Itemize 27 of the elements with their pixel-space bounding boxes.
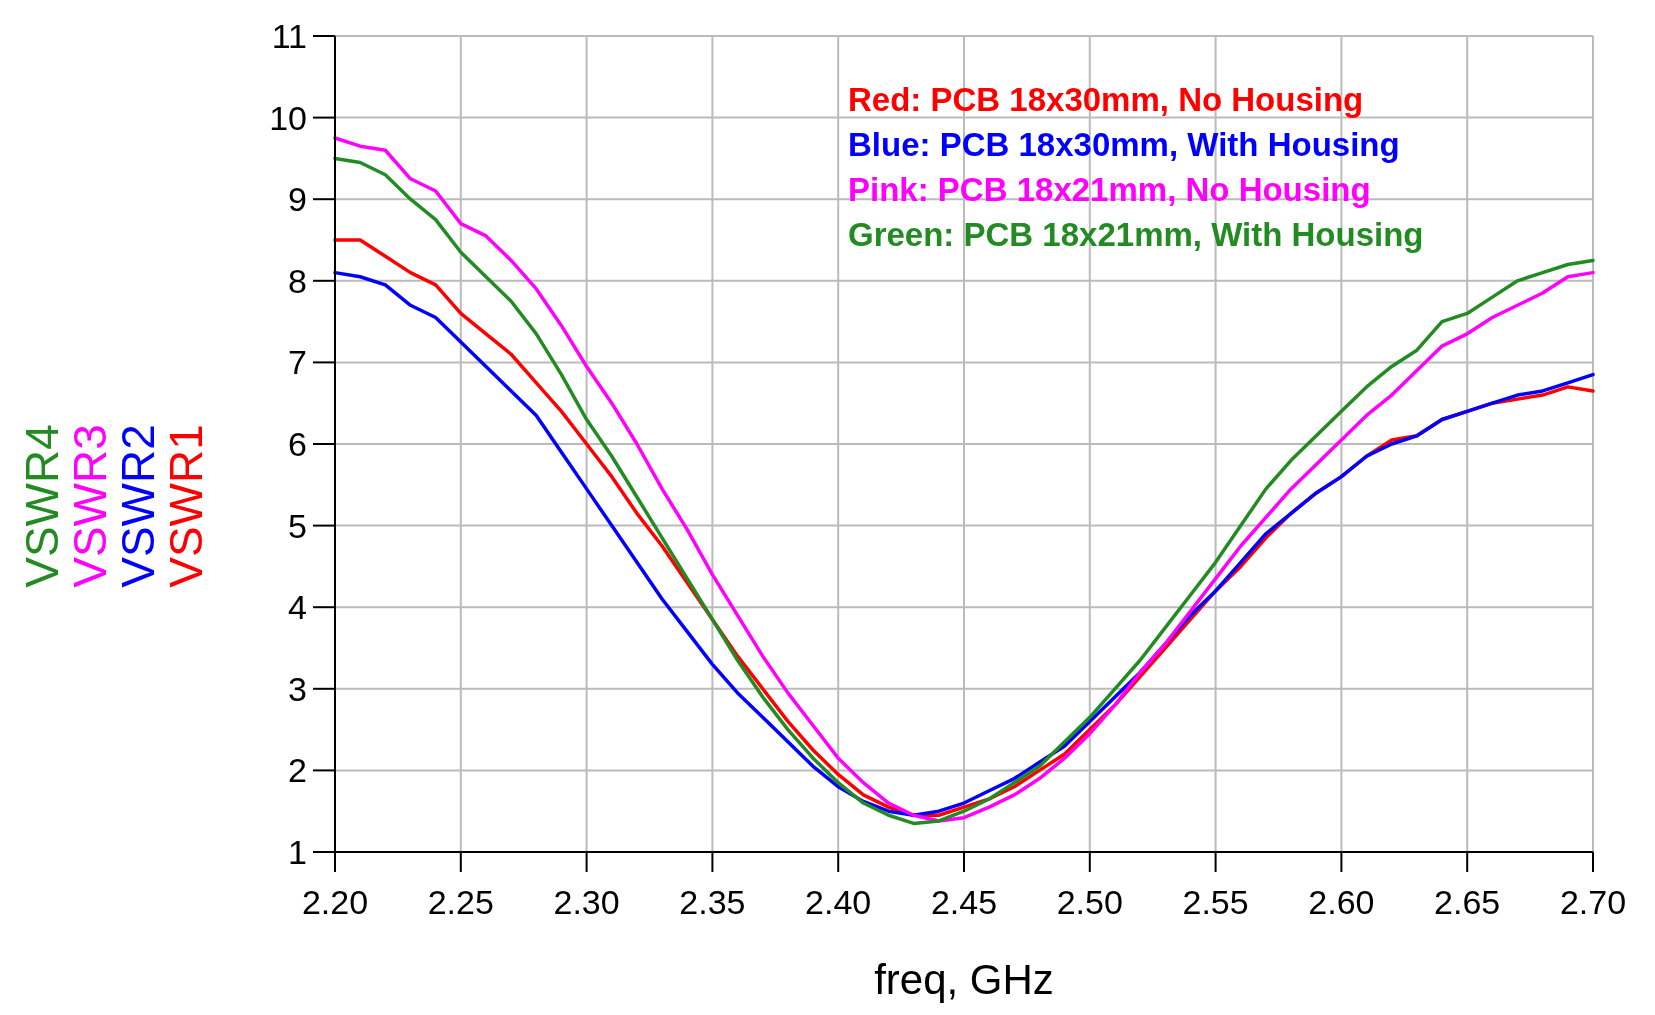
x-axis-title: freq, GHz xyxy=(874,956,1054,1003)
y-tick-label: 8 xyxy=(288,261,307,300)
y-tick-label: 11 xyxy=(271,16,307,55)
y-tick-label: 3 xyxy=(288,669,307,708)
x-tick-label: 2.35 xyxy=(679,883,746,921)
y-tick-label: 10 xyxy=(269,98,307,137)
x-tick-label: 2.65 xyxy=(1434,883,1501,921)
x-tick-label: 2.70 xyxy=(1559,883,1627,921)
x-tick-label: 2.55 xyxy=(1182,883,1249,921)
y-tick-label: 4 xyxy=(288,588,307,627)
x-tick-label: 2.60 xyxy=(1308,883,1375,921)
x-tick-label: 2.30 xyxy=(553,883,620,921)
y-tick-label: 1 xyxy=(288,832,307,871)
y-tick-label: 6 xyxy=(288,424,307,463)
annotation: Pink: PCB 18x21mm, No Housing xyxy=(848,171,1371,208)
x-tick-label: 2.20 xyxy=(301,883,369,921)
x-tick-label: 2.45 xyxy=(930,883,998,921)
annotation: Blue: PCB 18x30mm, With Housing xyxy=(848,126,1400,163)
y-tick-label: 7 xyxy=(288,343,307,382)
x-tick-label: 2.40 xyxy=(805,883,872,921)
annotation: Red: PCB 18x30mm, No Housing xyxy=(848,81,1364,118)
y-tick-label: 2 xyxy=(288,751,307,790)
y-tick-label: 5 xyxy=(288,506,307,545)
annotation: Green: PCB 18x21mm, With Housing xyxy=(848,216,1424,253)
y-tick-label: 9 xyxy=(288,180,307,219)
x-tick-label: 2.25 xyxy=(427,883,494,921)
x-tick-label: 2.50 xyxy=(1056,883,1123,921)
